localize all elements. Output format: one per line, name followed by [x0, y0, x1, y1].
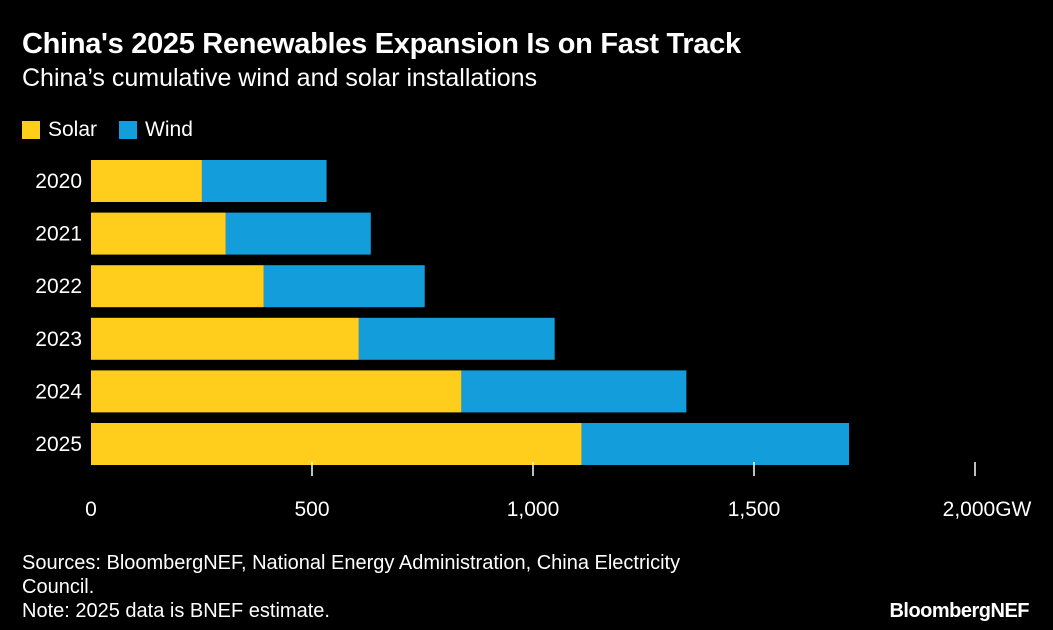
x-tick-label: 2,000GW [943, 498, 1032, 521]
bar-wind-2021 [225, 212, 371, 255]
bloombergnef-logo: BloombergNEF [889, 600, 1029, 622]
x-tick-label: 1,000 [507, 498, 560, 521]
bar-wind-2025 [581, 423, 850, 465]
legend-label-solar: Solar [48, 118, 98, 141]
chart-subtitle: China’s cumulative wind and solar instal… [22, 64, 538, 92]
y-tick-label: 2025 [35, 433, 82, 456]
bar-solar-2021 [91, 212, 226, 255]
x-tick-label: 0 [85, 498, 97, 521]
y-tick-label: 2021 [35, 223, 82, 246]
legend-label-wind: Wind [145, 118, 193, 141]
bar-solar-2023 [91, 317, 359, 360]
bar-solar-2022 [91, 265, 264, 308]
bar-wind-2022 [263, 265, 425, 308]
bar-wind-2024 [461, 370, 687, 413]
legend-swatch-wind [119, 121, 138, 139]
x-tick-label: 500 [294, 498, 329, 521]
legend: Solar Wind [22, 118, 193, 142]
y-tick-label: 2020 [35, 170, 82, 193]
note-text: Note: 2025 data is BNEF estimate. [22, 600, 330, 622]
bar-wind-2023 [358, 317, 555, 360]
bar-wind-2020 [201, 160, 327, 202]
y-tick-label: 2022 [35, 275, 82, 298]
y-tick-label: 2024 [35, 380, 82, 403]
y-tick-label: 2023 [35, 328, 82, 351]
bar-solar-2024 [91, 370, 462, 413]
chart-title: China's 2025 Renewables Expansion Is on … [22, 28, 741, 60]
footer: Sources: BloombergNEF, National Energy A… [22, 551, 682, 623]
bar-solar-2020 [91, 160, 202, 202]
bar-solar-2025 [91, 423, 582, 465]
sources-text: Sources: BloombergNEF, National Energy A… [22, 552, 681, 598]
legend-swatch-solar [22, 121, 40, 139]
x-tick-label: 1,500 [728, 498, 781, 521]
